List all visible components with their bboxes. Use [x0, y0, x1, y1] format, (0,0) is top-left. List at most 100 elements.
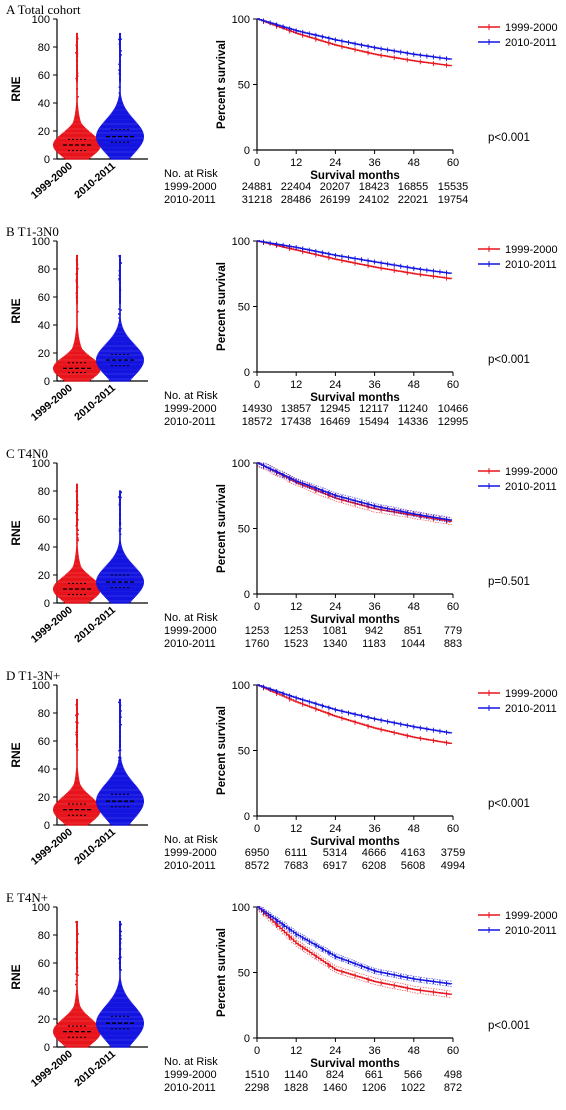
km-x-tick-label: 36 — [368, 823, 380, 835]
panel-svg: 020406080100RNE1999-20002010-20110501000… — [9, 458, 558, 650]
violin-point — [76, 55, 79, 57]
violin-y-tick-label: 80 — [38, 486, 50, 498]
km-x-label: Survival months — [310, 1058, 399, 1070]
violin-point — [76, 539, 79, 542]
violin-group-2010-2011 — [96, 698, 144, 826]
km-ci-upper — [257, 906, 452, 982]
risk-cell: 16855 — [398, 181, 429, 193]
km-x-tick-label: 36 — [368, 601, 380, 613]
violin-point — [75, 297, 78, 299]
violin-point — [76, 37, 79, 40]
risk-row-label: 2010-2011 — [164, 1082, 216, 1094]
km-x-tick-label: 24 — [329, 601, 341, 613]
km-curve — [257, 18, 453, 60]
violin-point — [118, 701, 121, 704]
km-x-tick-label: 0 — [254, 379, 260, 391]
violin-x-label: 2010-2011 — [72, 382, 118, 423]
risk-cell: 872 — [444, 1082, 462, 1094]
violin-point — [119, 38, 122, 41]
panel-svg: 020406080100RNE1999-20002010-20110501000… — [9, 680, 558, 872]
violin-y-tick-label: 60 — [38, 736, 50, 748]
risk-cell: 1022 — [401, 1082, 425, 1094]
violin-group-1999-2000 — [53, 483, 101, 604]
risk-cell: 20207 — [320, 181, 351, 193]
violin-point — [75, 260, 78, 263]
risk-row-label: 1999-2000 — [164, 181, 217, 193]
violin-point — [75, 948, 78, 951]
violin-point — [119, 938, 122, 940]
violin-x-label: 1999-2000 — [29, 160, 75, 202]
km-y-label: Percent survival — [216, 484, 228, 573]
km-x-label: Survival months — [310, 836, 399, 848]
km-y-tick-label: 100 — [232, 458, 250, 470]
violin-point — [119, 713, 122, 716]
risk-cell: 24881 — [242, 181, 273, 193]
violin-point — [75, 980, 78, 982]
violin-y-tick-label: 20 — [38, 792, 50, 804]
violin-point — [118, 756, 121, 759]
km-y-tick-label: 0 — [244, 589, 250, 601]
violin-y-tick-label: 80 — [38, 930, 50, 942]
km-x-tick-label: 48 — [408, 823, 420, 835]
violin-point — [75, 958, 78, 961]
risk-cell: 5608 — [401, 860, 425, 872]
violin-x-label: 2010-2011 — [72, 160, 118, 201]
violin-point — [75, 973, 78, 975]
violin-point — [76, 311, 79, 313]
km-x-tick-label: 12 — [290, 1045, 302, 1057]
violin-y-tick-label: 80 — [38, 264, 50, 276]
risk-cell: 1828 — [284, 1082, 308, 1094]
km-x-tick-label: 12 — [290, 157, 302, 169]
risk-cell: 24102 — [359, 194, 390, 206]
violin-point — [75, 704, 78, 706]
violin-point — [76, 88, 79, 90]
violin-point — [118, 746, 121, 749]
violin-point — [118, 962, 121, 964]
violin-x-label: 2010-2011 — [72, 604, 118, 645]
km-y-label: Percent survival — [216, 262, 228, 351]
risk-cell: 4994 — [441, 860, 465, 872]
risk-cell: 566 — [404, 1069, 422, 1081]
risk-header: No. at Risk — [164, 168, 218, 180]
panel-title: A Total cohort — [6, 2, 81, 17]
violin-point — [119, 309, 122, 311]
risk-cell: 6111 — [285, 847, 308, 859]
p-value: p<0.001 — [488, 798, 530, 810]
km-series-2010-2011 — [257, 462, 453, 523]
violin-point — [76, 933, 79, 935]
risk-row-label: 2010-2011 — [164, 638, 216, 650]
violin-point — [76, 72, 79, 74]
risk-cell: 12945 — [320, 403, 351, 415]
violin-point — [118, 308, 121, 310]
violin-point — [76, 75, 79, 77]
violin-point — [119, 969, 122, 971]
risk-cell: 1460 — [323, 1082, 347, 1094]
risk-cell: 1206 — [362, 1082, 386, 1094]
p-value: p<0.001 — [488, 354, 530, 366]
violin-point — [75, 281, 78, 283]
violin-point — [119, 50, 122, 52]
km-x-tick-label: 36 — [368, 379, 380, 391]
risk-cell: 14930 — [242, 403, 273, 415]
km-x-tick-label: 60 — [447, 823, 459, 835]
panel-title: B T1-3N0 — [6, 224, 59, 239]
violin-point — [118, 759, 121, 762]
violin-point — [75, 490, 78, 493]
violin-point — [118, 255, 121, 257]
violin-y-tick-label: 40 — [38, 98, 50, 110]
risk-cell: 15494 — [359, 416, 390, 428]
violin-point — [76, 528, 79, 530]
risk-cell: 1523 — [284, 638, 308, 650]
km-ci-lower — [257, 465, 452, 525]
violin-point — [76, 50, 79, 52]
km-y-tick-label: 0 — [244, 1033, 250, 1045]
p-value: p<0.001 — [488, 132, 530, 144]
risk-cell: 1081 — [323, 625, 347, 637]
km-x-label: Survival months — [310, 614, 399, 626]
violin-y-tick-label: 100 — [32, 236, 50, 248]
risk-row-label: 1999-2000 — [164, 625, 217, 637]
violin-y-tick-label: 100 — [32, 458, 50, 470]
violin-y-label: RNE — [9, 520, 23, 545]
violin-group-1999-2000 — [53, 254, 101, 382]
violin-point — [119, 716, 122, 718]
